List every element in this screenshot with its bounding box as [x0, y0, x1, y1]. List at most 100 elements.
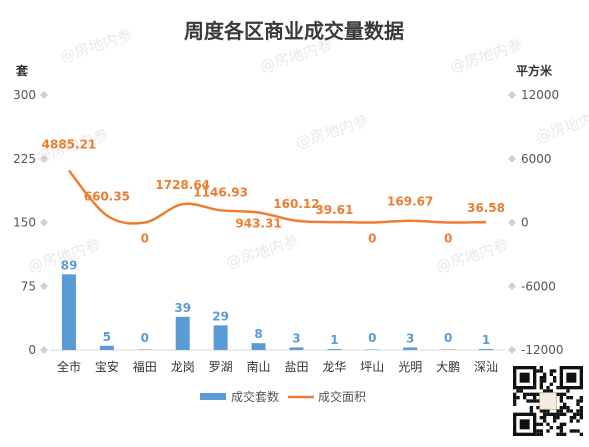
line-data-label: 660.35 — [84, 189, 130, 203]
left-axis-tick-label: 225 — [13, 152, 36, 166]
qr-logo — [539, 392, 557, 410]
qr-module — [543, 389, 547, 393]
qr-module — [563, 432, 567, 436]
qr-module — [553, 376, 557, 380]
bar-data-label: 5 — [103, 330, 111, 344]
qr-module — [556, 386, 560, 390]
qr-module — [556, 392, 560, 396]
category-label: 大鹏 — [436, 360, 460, 374]
bar-data-label: 39 — [174, 301, 191, 315]
qr-module — [559, 392, 563, 396]
qr-module — [559, 422, 563, 426]
qr-module — [576, 429, 580, 433]
qr-module — [536, 406, 540, 410]
left-axis-tick-mark — [40, 282, 48, 291]
watermark-text: @房地内参 — [294, 112, 371, 152]
bar-宝安 — [99, 345, 114, 350]
qr-module — [546, 412, 550, 416]
qr-module — [536, 392, 540, 396]
qr-module — [543, 376, 547, 380]
qr-module — [539, 366, 543, 370]
qr-module — [559, 429, 563, 433]
line-data-label: 943.31 — [235, 216, 281, 230]
qr-module — [549, 382, 553, 386]
qr-module — [546, 429, 550, 433]
bar-大鹏 — [441, 349, 456, 350]
qr-module — [523, 392, 527, 396]
watermark-text: @房地内参 — [534, 106, 589, 146]
bar-data-label: 0 — [141, 331, 149, 345]
line-data-label: 4885.21 — [42, 138, 97, 152]
watermark-layer: @房地内参 @房地内参 @房地内参@房地内参 @房地内参 @房地内参@房地内参 @房地内参… — [26, 26, 589, 276]
qr-module — [556, 409, 560, 413]
line-data-label: 0 — [444, 232, 452, 246]
bar-全市 — [61, 274, 76, 350]
right-axis-tick-mark — [508, 346, 516, 354]
qr-module — [543, 416, 547, 420]
qr-module — [533, 396, 537, 400]
bar-深汕 — [479, 349, 494, 350]
qr-module — [539, 376, 543, 380]
line-data-label: 169.67 — [387, 195, 433, 209]
category-label: 深汕 — [474, 360, 498, 374]
left-axis-unit: 套 — [15, 63, 29, 78]
qr-module — [553, 379, 557, 383]
left-axis-tick-label: 75 — [21, 279, 36, 293]
qr-module — [563, 406, 567, 410]
qr-module — [563, 392, 567, 396]
left-axis-tick-label: 300 — [13, 88, 36, 102]
qr-module — [553, 412, 557, 416]
category-label: 龙华 — [322, 360, 346, 374]
qr-module — [543, 409, 547, 413]
qr-code-image — [511, 364, 585, 438]
qr-finder-core — [519, 419, 530, 430]
qr-module — [573, 429, 577, 433]
right-axis-tick-mark — [508, 91, 516, 99]
qr-module — [539, 379, 543, 383]
category-label: 盐田 — [284, 360, 308, 374]
qr-module — [549, 372, 553, 376]
qr-module — [579, 409, 583, 413]
qr-module — [516, 396, 520, 400]
qr-module — [539, 382, 543, 386]
bar-data-label: 89 — [61, 258, 78, 272]
right-axis-tick-mark — [508, 154, 516, 163]
bar-data-label: 1 — [482, 333, 490, 347]
qr-module — [523, 396, 527, 400]
category-label: 罗湖 — [209, 359, 233, 374]
line-data-label: 1728.64 — [155, 178, 210, 192]
data-labels: 89 5 0 39 29 8 3 1 0 3 0 1 4885.21 660.35 0 1728.641146… — [42, 138, 505, 348]
qr-module — [529, 399, 533, 403]
qr-module — [579, 406, 583, 410]
legend-swatch-bar — [200, 393, 226, 400]
qr-module — [569, 416, 573, 420]
qr-module — [573, 416, 577, 420]
right-axis-unit: 平方米 — [516, 63, 553, 78]
qr-module — [559, 426, 563, 430]
bar-光明 — [403, 347, 418, 350]
qr-module — [566, 406, 570, 410]
qr-module — [513, 399, 517, 403]
qr-module — [539, 416, 543, 420]
qr-module — [546, 409, 550, 413]
qr-module — [563, 412, 567, 416]
bar-坪山 — [365, 349, 380, 350]
qr-module — [549, 412, 553, 416]
qr-module — [536, 432, 540, 436]
qr-module — [559, 399, 563, 403]
qr-module — [529, 392, 533, 396]
qr-module — [556, 416, 560, 420]
qr-module — [513, 396, 517, 400]
bar-data-label: 1 — [330, 333, 338, 347]
qr-module — [549, 426, 553, 430]
line-series — [67, 169, 487, 225]
qr-module — [539, 409, 543, 413]
qr-module — [579, 399, 583, 403]
qr-module — [579, 412, 583, 416]
left-axis-tick-mark — [40, 346, 48, 354]
qr-module — [566, 389, 570, 393]
qr-module — [543, 379, 547, 383]
